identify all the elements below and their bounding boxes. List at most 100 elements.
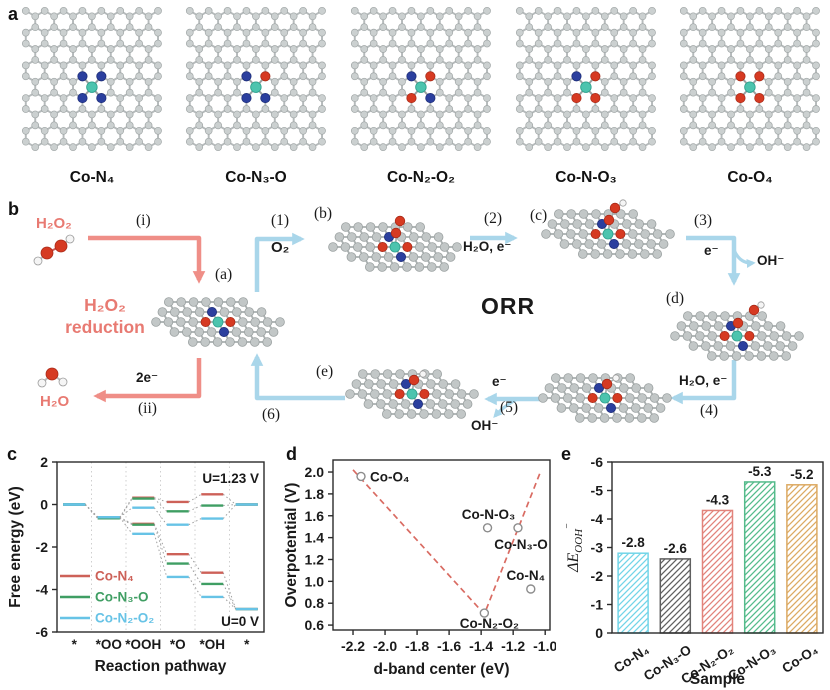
carbon-atom xyxy=(350,72,359,81)
carbon-atom xyxy=(106,12,115,21)
orr-label: ORR xyxy=(481,293,536,319)
carbon-atom xyxy=(515,72,524,81)
carbon-atom xyxy=(280,94,289,102)
carbon-atom xyxy=(627,249,638,259)
carbon-atom xyxy=(615,249,625,259)
step-3-label: (3) xyxy=(694,212,713,229)
carbon-atom xyxy=(308,88,317,97)
state-e-label: (e) xyxy=(316,363,334,380)
level-connector xyxy=(222,583,237,610)
y-tick-label: 0.8 xyxy=(305,595,325,611)
bar-value-label: -4.3 xyxy=(706,492,730,507)
carbon-atom xyxy=(462,399,473,409)
carbon-atom xyxy=(648,137,656,146)
carbon-atom xyxy=(407,126,416,135)
carbon-atom xyxy=(299,28,307,37)
carbon-atom xyxy=(21,61,30,70)
potential-annotation-top: U=1.23 V xyxy=(202,471,259,486)
carbon-atom xyxy=(31,121,40,130)
oxygen-atom xyxy=(754,71,765,82)
hydrogen-atom xyxy=(65,234,75,244)
carbon-atom xyxy=(445,94,454,102)
carbon-atom xyxy=(483,94,491,102)
carbon-atom xyxy=(445,61,454,70)
carbon-atom xyxy=(369,94,378,102)
carbon-atom xyxy=(725,341,736,351)
carbon-atom xyxy=(563,121,571,130)
carbon-atom xyxy=(584,239,594,249)
bar xyxy=(701,509,734,634)
carbon-atom xyxy=(525,12,534,21)
carbon-atom xyxy=(450,379,461,389)
carbon-atom xyxy=(244,307,255,317)
structure-co-o4: Co-O₄ xyxy=(676,4,824,187)
carbon-atom xyxy=(379,110,387,119)
carbon-atom xyxy=(289,45,298,53)
carbon-atom xyxy=(793,28,801,37)
carbon-atom xyxy=(369,126,378,135)
lattice-atoms xyxy=(185,6,326,152)
carbon-atom xyxy=(406,409,417,419)
carbon-atom xyxy=(746,110,754,119)
carbon-atom xyxy=(135,28,143,37)
level-connector xyxy=(222,504,237,519)
carbon-atom xyxy=(600,45,609,53)
carbon-atom xyxy=(402,222,413,232)
x-axis-title: Sample xyxy=(690,671,746,688)
carbon-atom xyxy=(176,297,187,307)
carbon-atom xyxy=(638,56,647,64)
carbon-atom xyxy=(195,88,204,97)
carbon-atom xyxy=(793,105,801,113)
cobalt-atom xyxy=(602,228,614,240)
carbon-atom xyxy=(571,239,582,249)
carbon-atom xyxy=(444,389,455,399)
carbon-atom xyxy=(708,143,716,152)
carbon-atom xyxy=(670,331,680,341)
bar-value-label: -5.2 xyxy=(790,467,813,482)
carbon-atom xyxy=(469,389,479,399)
carbon-atom xyxy=(746,143,754,152)
nitrogen-atom xyxy=(77,93,88,104)
structure-label: Co-N-O₃ xyxy=(555,169,617,186)
carbon-atom xyxy=(559,239,570,249)
x-axis-title: d-band center (eV) xyxy=(373,661,509,678)
carbon-atom xyxy=(525,77,534,86)
nitrogen-atom xyxy=(77,71,88,82)
carbon-atom xyxy=(242,126,251,135)
carbon-atom xyxy=(746,45,754,53)
carbon-atom xyxy=(717,72,726,81)
carbon-atom xyxy=(582,56,590,64)
carbon-atom xyxy=(619,56,628,64)
point-label: Co-O₄ xyxy=(370,469,409,484)
carbon-atom xyxy=(238,297,249,307)
oxygen-atom xyxy=(394,215,406,227)
two-electron-label: 2e⁻ xyxy=(136,370,159,385)
carbon-atom xyxy=(299,72,307,81)
carbon-atom xyxy=(646,239,656,249)
carbon-atom xyxy=(426,126,435,135)
carbon-atom xyxy=(125,88,134,97)
bar xyxy=(786,484,818,634)
carbon-atom xyxy=(525,56,534,64)
carbon-atom xyxy=(97,61,106,70)
carbon-atom xyxy=(164,297,174,307)
carbon-atom xyxy=(688,321,699,331)
carbon-atom xyxy=(116,61,125,70)
carbon-atom xyxy=(365,242,376,252)
x-category-label: *OH xyxy=(199,637,225,652)
carbon-atom xyxy=(435,110,444,119)
carbon-atom xyxy=(590,249,600,259)
carbon-atom xyxy=(414,242,425,252)
carbon-atom xyxy=(280,28,289,37)
carbon-atom xyxy=(572,105,581,113)
carbon-atom xyxy=(431,409,442,419)
carbon-atom xyxy=(308,143,317,152)
carbon-atom xyxy=(736,28,745,37)
carbon-atom xyxy=(679,137,688,146)
bar-value-label: -2.8 xyxy=(621,535,645,550)
carbon-atom xyxy=(334,232,345,242)
y-axis-title: ΔEOOH⁻ xyxy=(563,523,585,573)
carbon-atom xyxy=(544,121,552,130)
carbon-atom xyxy=(633,239,644,249)
carbon-atom xyxy=(116,126,125,135)
